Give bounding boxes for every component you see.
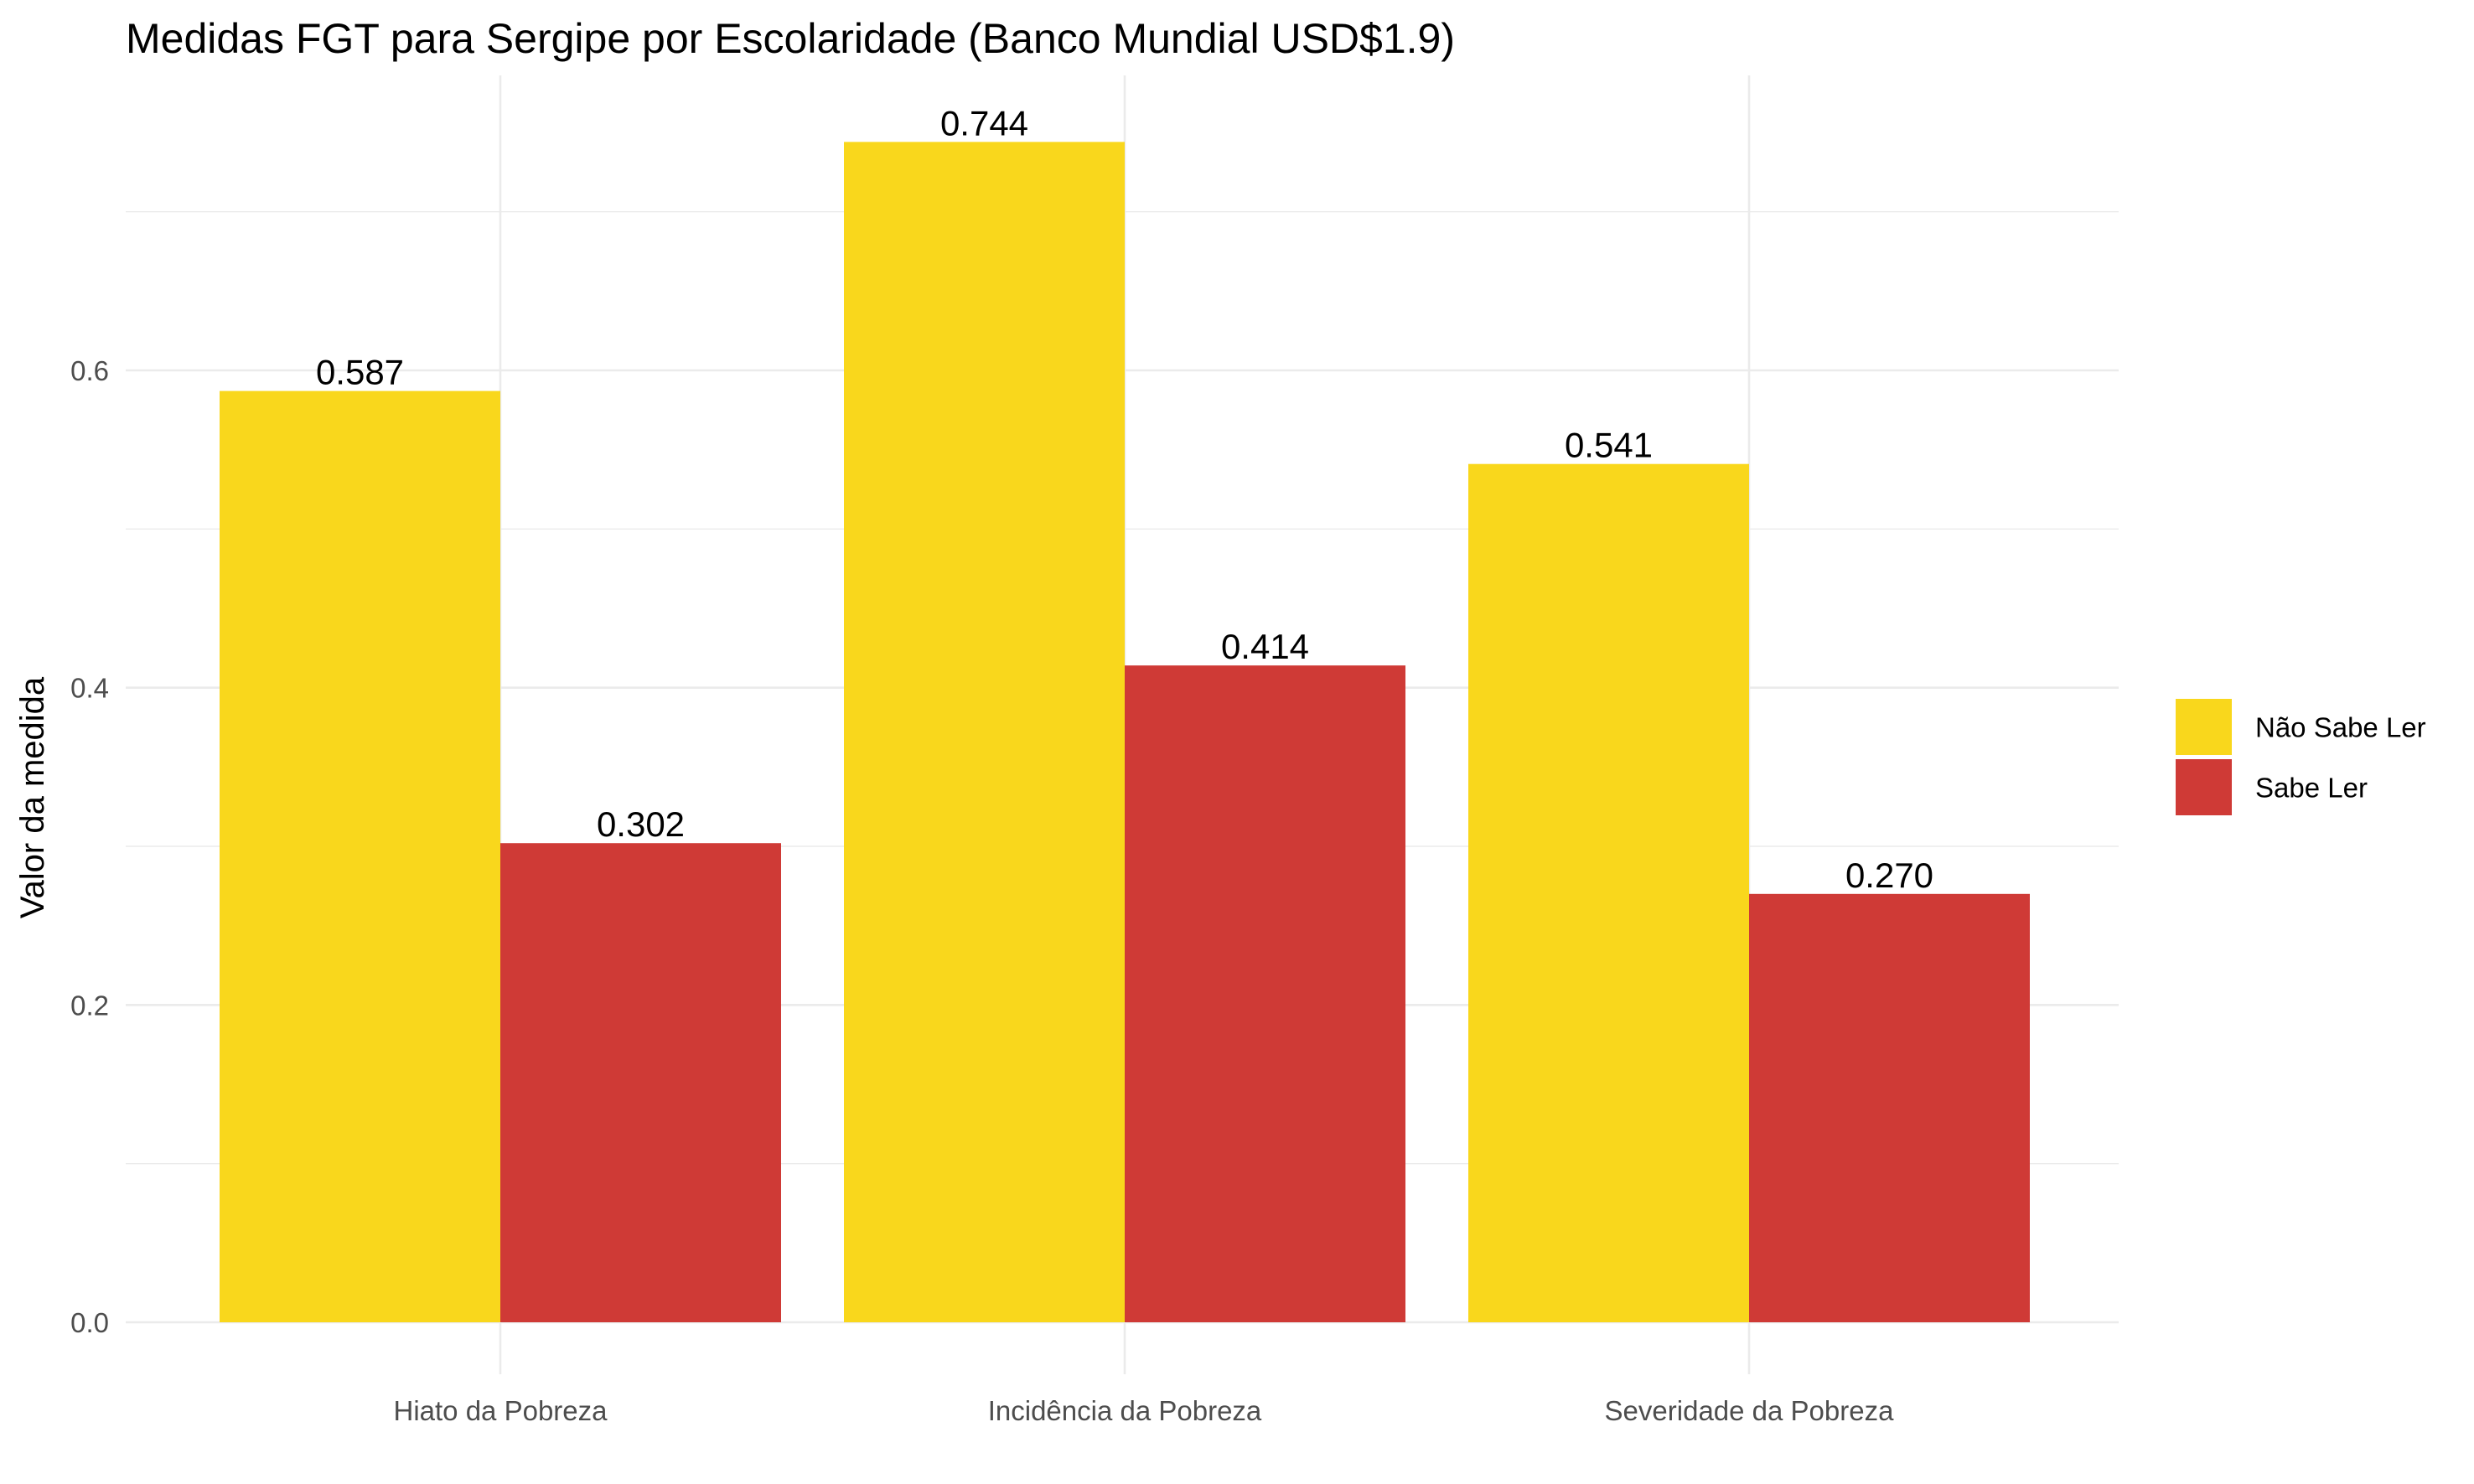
bars [220,142,2030,1323]
y-tick-label: 0.2 [70,990,109,1021]
y-tick-label: 0.0 [70,1307,109,1338]
bar [1468,463,1749,1322]
legend-key [2176,759,2232,815]
legend-label: Sabe Ler [2255,773,2368,804]
bar [844,142,1125,1323]
y-axis-ticks: 0.0 0.2 0.4 0.6 [70,355,109,1338]
x-axis-ticks: Hiato da Pobreza Incidência da Pobreza Sev… [394,1395,1895,1426]
legend-label: Não Sabe Ler [2255,712,2426,743]
data-label: 0.414 [1221,627,1309,666]
legend-key [2176,699,2232,755]
y-tick-label: 0.6 [70,355,109,386]
y-axis-label: Valor da medida [14,676,51,918]
x-tick-label: Incidência da Pobreza [988,1395,1262,1426]
y-tick-label: 0.4 [70,673,109,704]
x-tick-label: Severidade da Pobreza [1605,1395,1895,1426]
data-label: 0.302 [597,804,685,844]
data-label: 0.744 [940,103,1028,142]
data-label: 0.270 [1845,856,1933,895]
legend: Não Sabe Ler Sabe Ler [2176,699,2426,815]
bar [220,390,500,1323]
bar [1749,893,2030,1322]
data-label: 0.587 [316,353,404,392]
chart-title: Medidas FGT para Sergipe por Escolaridad… [126,15,1455,62]
bar [1125,665,1405,1322]
x-tick-label: Hiato da Pobreza [394,1395,608,1426]
bar [500,843,781,1322]
value-labels: 0.587 0.744 0.541 0.302 0.414 0.270 [316,103,1933,894]
data-label: 0.541 [1565,426,1653,465]
